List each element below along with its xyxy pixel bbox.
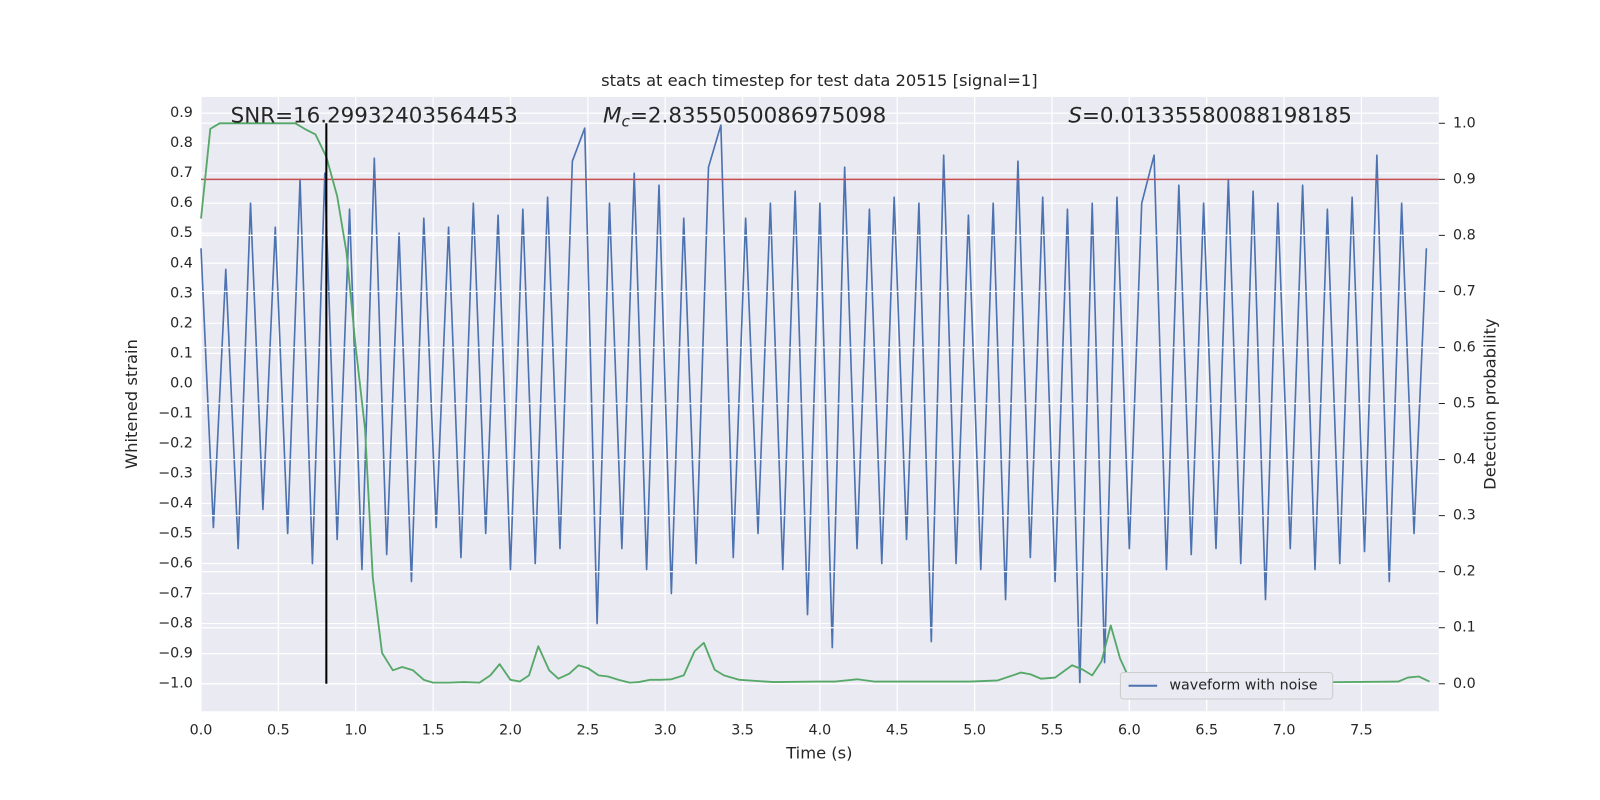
annotation-part: c: [622, 112, 631, 130]
annotation: SNR=16.29932403564453: [231, 103, 518, 128]
x-tick-label: 5.5: [1041, 723, 1064, 739]
y-tick-label: −0.2: [158, 435, 193, 451]
y-tick-label: 0.4: [170, 255, 193, 271]
x-tick-label: 4.5: [886, 723, 909, 739]
y-tick-label: −0.4: [158, 495, 193, 511]
annotation-part: =0.01335580088198185: [1082, 103, 1352, 128]
y-tick-label: −0.9: [158, 646, 193, 662]
y-tick-label: 0.3: [170, 285, 193, 301]
x-tick-label: 6.5: [1195, 723, 1218, 739]
y2-tick-label: 0.1: [1453, 620, 1476, 636]
y-tick-label: −0.1: [158, 405, 193, 421]
waveform-line: [200, 124, 1428, 685]
y-tick-label: −1.0: [158, 676, 193, 692]
y-tick-label: −0.3: [158, 465, 193, 481]
annotation-part: M: [603, 103, 621, 128]
chart-title: stats at each timestep for test data 205…: [601, 71, 1038, 90]
x-tick-label: 7.0: [1273, 723, 1296, 739]
y-tick-label: 0.7: [170, 165, 193, 181]
y2-tick-label: 0.0: [1453, 676, 1476, 692]
y-tick-label: −0.5: [158, 525, 193, 541]
annotation-part: S: [1068, 103, 1082, 128]
y-tick-label: 0.0: [170, 375, 193, 391]
x-tick-label: 2.0: [499, 723, 522, 739]
legend-label: waveform with noise: [1169, 678, 1317, 694]
y-tick-label: −0.8: [158, 616, 193, 632]
y2-tick-label: 0.2: [1453, 564, 1476, 580]
y-tick-label: 0.9: [170, 105, 193, 121]
legend-box: [1119, 671, 1334, 700]
y-tick-label: −0.7: [158, 586, 193, 602]
y2-tick-label: 0.3: [1453, 508, 1476, 524]
x-tick-label: 3.5: [731, 723, 754, 739]
y-tick-label: 0.6: [170, 195, 193, 211]
x-tick-label: 2.5: [576, 723, 599, 739]
x-tick-label: 6.0: [1118, 723, 1141, 739]
annotation-part: SNR=16.29932403564453: [231, 103, 518, 128]
y2-tick-label: 0.6: [1453, 339, 1476, 355]
y2-tick-label: 0.5: [1453, 396, 1476, 412]
x-tick-label: 1.0: [344, 723, 367, 739]
x-tick-label: 1.5: [422, 723, 445, 739]
y2-axis-label: Detection probability: [1480, 318, 1499, 490]
y-tick-label: 0.2: [170, 315, 193, 331]
y-tick-label: 0.5: [170, 225, 193, 241]
x-tick-label: 0.0: [190, 723, 213, 739]
y2-tick-label: 0.8: [1453, 227, 1476, 243]
y-tick-label: 0.8: [170, 135, 193, 151]
y-tick-label: 0.1: [170, 345, 193, 361]
y-axis-label: Whitened strain: [122, 339, 141, 469]
x-tick-label: 4.0: [809, 723, 832, 739]
y-tick-label: −0.6: [158, 556, 193, 572]
y2-tick-label: 0.7: [1453, 283, 1476, 299]
x-axis-label: Time (s): [785, 744, 852, 763]
annotation-part: =2.8355050086975098: [630, 103, 886, 128]
y2-tick-label: 0.9: [1453, 171, 1476, 187]
x-tick-label: 7.5: [1350, 723, 1373, 739]
y2-tick-label: 1.0: [1453, 115, 1476, 131]
annotation: Mc=2.8355050086975098: [603, 103, 886, 130]
annotation: S=0.01335580088198185: [1068, 103, 1351, 128]
probability-line: [200, 122, 1430, 684]
x-tick-label: 3.0: [654, 723, 677, 739]
y2-tick-label: 0.4: [1453, 452, 1476, 468]
x-tick-label: 5.0: [963, 723, 986, 739]
x-tick-label: 0.5: [267, 723, 290, 739]
